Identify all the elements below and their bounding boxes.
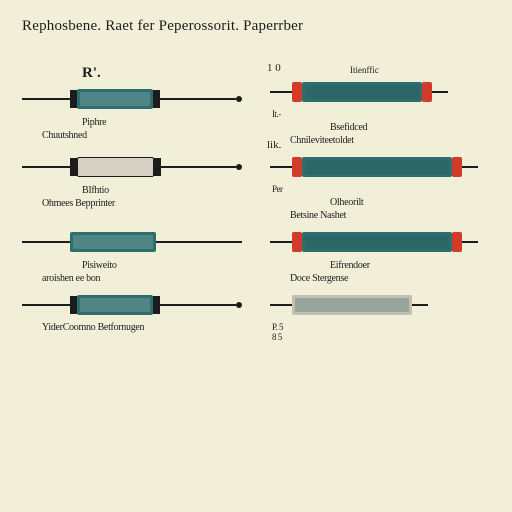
resistor-body <box>70 232 156 252</box>
component-symbol <box>270 290 490 320</box>
resistor-body <box>292 295 412 315</box>
resistor-body <box>302 157 452 177</box>
lead-wire <box>22 304 70 306</box>
component-top-label: R'. <box>82 65 242 82</box>
component-subcaption: Chnileviteetoldet <box>290 135 490 146</box>
component-symbol <box>22 84 242 114</box>
component-cell: YiderCoomno Betfornugen <box>22 290 242 342</box>
resistor-body <box>302 82 422 102</box>
component-caption: Olheorilt <box>330 197 490 208</box>
end-cap <box>292 82 302 102</box>
pin-annot: lik. <box>267 140 281 151</box>
end-cap <box>452 232 462 252</box>
mini-annot: Per <box>272 184 490 194</box>
lead-wire <box>22 241 70 243</box>
resistor-body <box>302 232 452 252</box>
pin-number: 1 0 <box>267 63 281 74</box>
resistor-body <box>77 89 153 109</box>
component-cell: Itienffic 1 0 It.- Bsefidced Chnileviteetold… <box>270 65 490 146</box>
mini-annot: It.- <box>272 109 490 119</box>
component-cell: BIfhtio Ohmees Bepprinter <box>22 152 242 221</box>
page-title: Rephosbene. Raet fer Peperossorit. Paper… <box>22 18 490 35</box>
component-subcaption: Ohmees Bepprinter <box>42 198 242 209</box>
resistor-body <box>77 295 153 315</box>
component-symbol <box>22 152 242 182</box>
component-top-small: Itienffic <box>350 65 490 75</box>
component-caption: Pisiweito <box>82 260 242 271</box>
body-inner <box>305 85 419 99</box>
body-inner <box>305 235 449 249</box>
lead-wire <box>462 241 478 243</box>
end-cap <box>422 82 432 102</box>
component-cell: lik. Per Olheorilt Betsine Nashet <box>270 152 490 221</box>
lead-wire <box>160 304 236 306</box>
terminal-block <box>70 296 77 314</box>
lead-wire <box>161 166 236 168</box>
body-inner <box>305 160 449 174</box>
terminal-dot <box>236 96 242 102</box>
end-cap <box>292 157 302 177</box>
component-caption: Piphre <box>82 117 242 128</box>
lead-wire <box>412 304 428 306</box>
lead-wire <box>270 241 292 243</box>
body-inner <box>73 235 153 249</box>
component-cell: Pisiweito aroishen ee bon <box>22 227 242 284</box>
body-inner <box>80 298 150 312</box>
component-cell: Eifrendoer Doce Stergense <box>270 227 490 284</box>
component-caption: Bsefidced <box>330 122 490 133</box>
terminal-block <box>154 158 161 176</box>
component-subcaption: Doce Stergense <box>290 273 490 284</box>
lead-wire <box>432 91 448 93</box>
lead-wire <box>270 91 292 93</box>
terminal-block <box>153 90 160 108</box>
component-symbol: 1 0 <box>270 77 490 107</box>
component-grid: R'. Piphre Chuutshned Itienffic 1 0 It.- Bsefi… <box>22 65 490 342</box>
end-cap <box>292 232 302 252</box>
end-cap <box>452 157 462 177</box>
terminal-block <box>70 158 77 176</box>
terminal-dot <box>236 302 242 308</box>
body-inner <box>295 298 409 312</box>
resistor-body <box>77 157 154 177</box>
body-inner <box>80 92 150 106</box>
diagram-page: Rephosbene. Raet fer Peperossorit. Paper… <box>0 0 512 512</box>
lead-wire <box>22 98 70 100</box>
component-cell: P. 58 5 <box>270 290 490 342</box>
component-symbol: lik. <box>270 152 490 182</box>
component-subcaption: aroishen ee bon <box>42 273 242 284</box>
component-cell: R'. Piphre Chuutshned <box>22 65 242 146</box>
component-subcaption: Betsine Nashet <box>290 210 490 221</box>
mini-annot: P. 5 <box>272 322 490 332</box>
component-caption: Eifrendoer <box>330 260 490 271</box>
mini-annot: 8 5 <box>272 332 490 342</box>
lead-wire <box>22 166 70 168</box>
lead-wire <box>270 166 292 168</box>
terminal-block <box>70 90 77 108</box>
lead-wire <box>156 241 242 243</box>
terminal-block <box>153 296 160 314</box>
component-subcaption: YiderCoomno Betfornugen <box>42 322 242 333</box>
terminal-dot <box>236 164 242 170</box>
lead-wire <box>160 98 236 100</box>
lead-wire <box>462 166 478 168</box>
component-subcaption: Chuutshned <box>42 130 242 141</box>
component-symbol <box>270 227 490 257</box>
component-caption: BIfhtio <box>82 185 242 196</box>
component-symbol <box>22 227 242 257</box>
lead-wire <box>270 304 292 306</box>
component-symbol <box>22 290 242 320</box>
